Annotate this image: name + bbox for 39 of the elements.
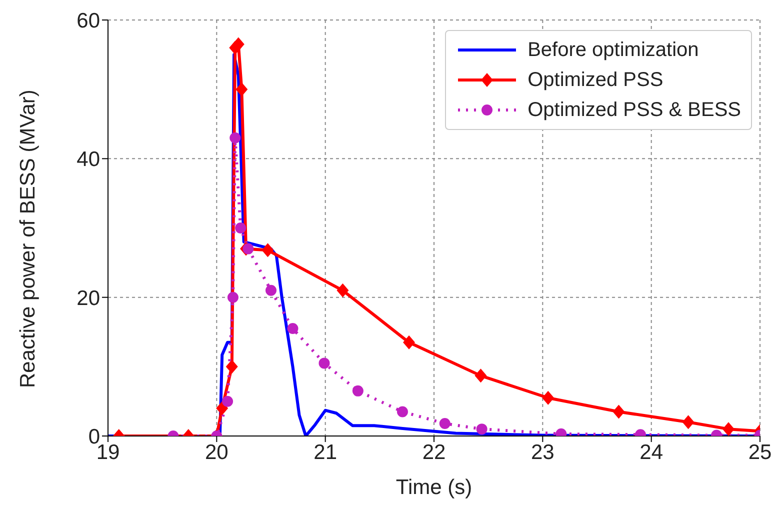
point: [266, 284, 276, 296]
x-tick-label: 25: [748, 440, 772, 464]
point: [226, 360, 238, 374]
point: [352, 385, 364, 396]
point: [474, 368, 487, 383]
point: [612, 404, 625, 419]
point: [242, 243, 254, 254]
legend-label: Optimized PSS & BESS: [528, 98, 741, 123]
point: [318, 358, 330, 369]
point: [682, 415, 694, 430]
y-axis-title: Reactive power of BESS (MVar): [16, 90, 40, 388]
x-tick-label: 24: [640, 440, 664, 464]
point: [439, 418, 450, 430]
x-axis-title: Time (s): [396, 476, 472, 499]
point: [235, 222, 246, 234]
point: [287, 323, 298, 334]
point: [216, 401, 228, 416]
y-tick-label: 0: [88, 425, 100, 448]
point: [722, 422, 734, 436]
point: [336, 283, 349, 298]
y-tick-label: 60: [76, 9, 100, 32]
y-tick-label: 20: [76, 286, 100, 310]
x-tick-label: 23: [530, 440, 554, 464]
point: [262, 243, 274, 258]
point: [542, 390, 554, 405]
x-tick-label: 20: [204, 440, 228, 464]
point: [227, 292, 238, 303]
point: [403, 335, 416, 350]
point: [230, 132, 241, 144]
legend-label: Before optimization: [528, 38, 699, 63]
point: [222, 396, 234, 407]
point: [476, 424, 488, 435]
legend-label: Optimized PSS: [528, 68, 664, 93]
x-tick-label: 21: [314, 440, 338, 464]
x-tick-label: 22: [422, 440, 446, 464]
point: [232, 37, 244, 52]
y-tick-label: 40: [76, 148, 100, 172]
point: [396, 406, 408, 418]
point: [236, 82, 248, 96]
